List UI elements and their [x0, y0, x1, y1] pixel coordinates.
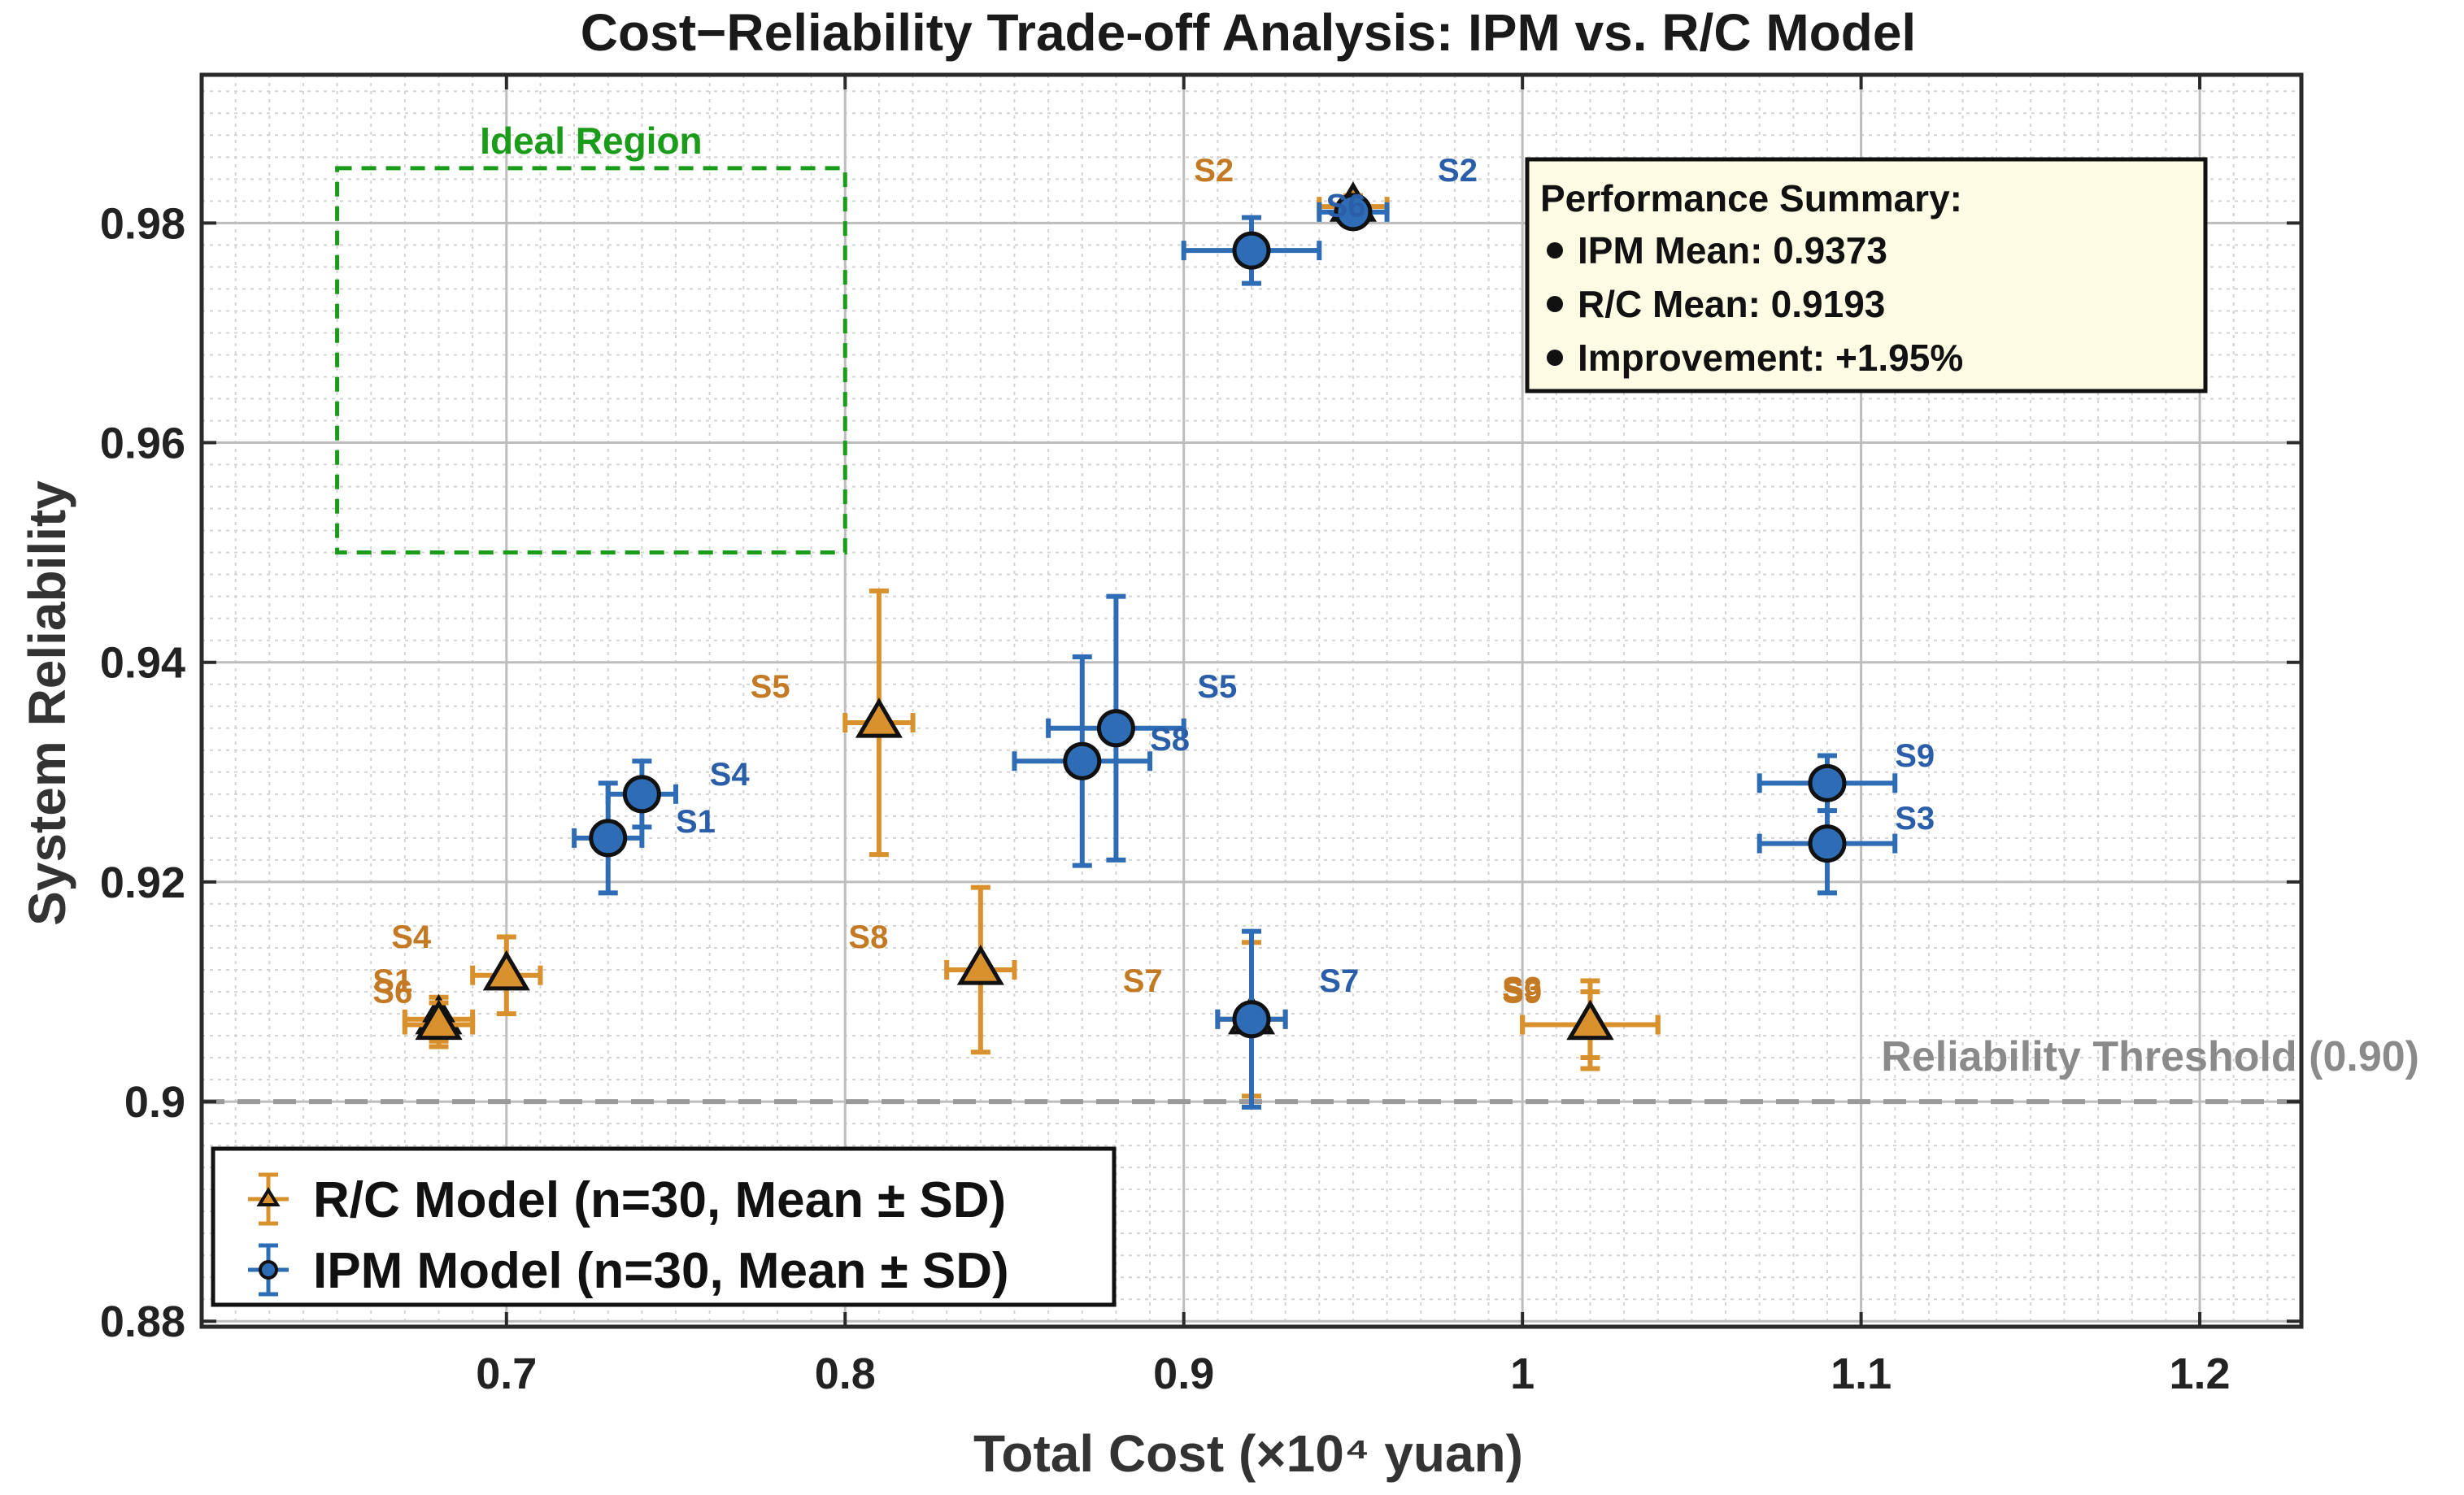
ideal-region: Ideal Region [335, 120, 847, 555]
y-tick-label: 0.88 [100, 1297, 185, 1346]
legend-label-ipm: IPM Model (n=30, Mean ± SD) [313, 1243, 1009, 1299]
summary-line-improvement: Improvement: +1.95% [1578, 337, 1963, 379]
y-tick-label: 0.92 [100, 858, 185, 907]
rc-label-s2: S2 [1194, 153, 1234, 189]
legend-box [211, 1146, 1117, 1307]
ipm-marker [1232, 1000, 1271, 1039]
x-tick-label: 1.1 [1831, 1349, 1892, 1398]
rc-marker [1566, 999, 1614, 1041]
summary-bullet-3 [1547, 350, 1563, 366]
ipm-marker [1808, 763, 1847, 802]
axis-ticks: 0.7 0.8 0.9 1 1.1 1.2 0.88 0.9 0.92 0.94 0.96 0.98 [100, 75, 2301, 1398]
chart-title: Cost−Reliability Trade-off Analysis: IPM… [581, 3, 1916, 62]
ipm-point-s4 [605, 758, 679, 830]
rc-label-s3: S3 [1502, 971, 1542, 1006]
ipm-marker [1096, 709, 1135, 748]
series-ipm [572, 193, 1898, 1110]
ideal-region-rect [335, 166, 847, 555]
ipm-marker [589, 819, 628, 858]
rc-marker [482, 950, 530, 991]
rc-label-s6: S6 [372, 974, 412, 1010]
x-tick-label: 0.9 [1153, 1349, 1214, 1398]
ipm-label-s8: S8 [1150, 722, 1190, 758]
legend-label-rc: R/C Model (n=30, Mean ± SD) [313, 1172, 1006, 1228]
y-axis-label: System Reliability [18, 480, 76, 926]
x-tick-label: 0.7 [476, 1349, 537, 1398]
rc-label-s7: S7 [1123, 963, 1163, 999]
performance-summary: Performance Summary: IPM Mean: 0.9373 R/… [1525, 157, 2208, 393]
rc-point-s5 [842, 588, 916, 858]
ipm-label-s4: S4 [710, 757, 751, 793]
summary-line-ipm: IPM Mean: 0.9373 [1578, 229, 1887, 272]
ipm-marker [1334, 193, 1373, 232]
plot-frame [199, 72, 2304, 1329]
ipm-point-s8 [1012, 654, 1153, 868]
summary-bullet-1 [1547, 242, 1563, 259]
y-tick-label: 0.98 [100, 199, 185, 248]
ipm-label-s1: S1 [676, 804, 716, 840]
ipm-point-s7 [1215, 928, 1288, 1110]
legend-marker-rc [248, 1172, 289, 1226]
ipm-label-s7: S7 [1319, 963, 1359, 999]
rc-point-s4 [470, 934, 543, 1016]
rc-label-s8: S8 [848, 919, 888, 955]
x-tick-label: 1.2 [2170, 1349, 2231, 1398]
ipm-point-s2 [1181, 215, 1322, 286]
ipm-marker [1232, 231, 1271, 270]
ipm-marker [1063, 741, 1102, 780]
rc-label-s1: S1 [372, 963, 412, 999]
x-tick-label: 0.8 [815, 1349, 876, 1398]
legend: R/C Model (n=30, Mean ± SD) IPM Model (n… [211, 1146, 1117, 1307]
ipm-label-s6: S6 [1326, 188, 1366, 224]
ipm-label-s5: S5 [1197, 669, 1237, 705]
ipm-point-s9 [1757, 753, 1898, 814]
summary-line-rc: R/C Mean: 0.9193 [1578, 283, 1885, 325]
ipm-marker [1808, 824, 1847, 863]
x-tick-label: 1 [1510, 1349, 1535, 1398]
y-tick-label: 0.94 [100, 639, 185, 688]
rc-marker [415, 999, 463, 1041]
rc-label-s5: S5 [751, 669, 790, 705]
rc-point-s9 [1520, 978, 1661, 1071]
rc-point-s6 [402, 999, 476, 1050]
y-tick-label: 0.9 [124, 1078, 185, 1127]
threshold-label: Reliability Threshold (0.90) [1881, 1033, 2419, 1080]
ipm-point-s5 [1046, 593, 1186, 863]
rc-point-s8 [944, 884, 1017, 1055]
ipm-label-s3: S3 [1895, 801, 1935, 837]
rc-marker [855, 698, 903, 738]
rc-marker [956, 945, 1004, 985]
summary-box [1525, 157, 2208, 393]
y-tick-label: 0.96 [100, 419, 185, 468]
ipm-marker [622, 775, 661, 814]
summary-bullet-2 [1547, 296, 1563, 312]
summary-title: Performance Summary: [1540, 177, 1962, 219]
ipm-label-s9: S9 [1895, 738, 1935, 774]
x-axis-label: Total Cost (×10⁴ yuan) [973, 1424, 1523, 1483]
legend-marker-ipm [248, 1243, 289, 1297]
ipm-point-s6 [1317, 193, 1390, 232]
ideal-region-label: Ideal Region [480, 120, 702, 162]
ipm-label-s2: S2 [1438, 153, 1478, 189]
rc-label-s9: S9 [1502, 974, 1542, 1010]
rc-label-s4: S4 [391, 919, 432, 955]
